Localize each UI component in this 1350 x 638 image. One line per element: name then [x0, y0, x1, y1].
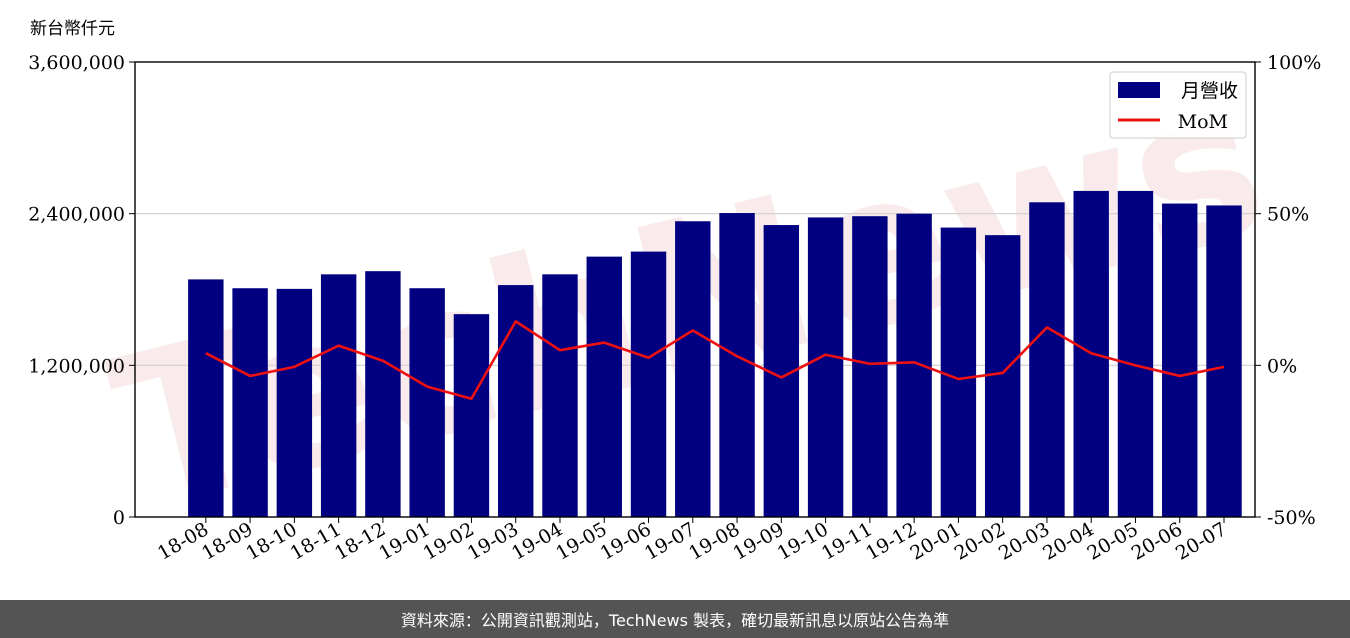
bar — [586, 256, 622, 517]
y-axis-unit-label: 新台幣仟元 — [30, 19, 115, 39]
plot-frame — [134, 61, 1256, 518]
y-right-tick-label: 50% — [1267, 204, 1309, 226]
revenue-chart: 0 1,200,000 2,400,000 3,600,000 -50% 0% 50% 100… — [28, 52, 1321, 565]
bar — [188, 279, 224, 517]
bar — [807, 217, 844, 518]
mom-line — [205, 320, 1225, 401]
bar — [365, 271, 401, 517]
bar — [630, 251, 667, 518]
bar — [409, 288, 445, 517]
y-left-tick-label: 1,200,000 — [28, 355, 125, 377]
bar — [940, 227, 977, 517]
legend-label-bar: 月營收 — [1181, 80, 1238, 102]
y-right-tick-label: 0% — [1267, 355, 1297, 377]
bar — [1029, 202, 1065, 517]
bar — [453, 314, 490, 517]
bar — [1162, 203, 1198, 518]
bar — [276, 288, 313, 517]
bar — [1206, 205, 1242, 517]
bar — [984, 235, 1021, 517]
legend-swatch-bar — [1118, 82, 1160, 98]
y-right-tick-label: -50% — [1267, 507, 1316, 529]
legend-label-line: MoM — [1178, 111, 1228, 133]
bar — [498, 285, 534, 517]
bar — [719, 213, 755, 517]
bar — [232, 288, 268, 517]
bar — [1117, 190, 1154, 517]
y-left-tick-label: 0 — [113, 507, 125, 529]
y-left-tick-label: 3,600,000 — [28, 52, 125, 74]
footer-source-note: 資料來源：公開資訊觀測站，TechNews 製表，確切最新訊息以原站公告為準 — [0, 600, 1350, 638]
x-tick-label: 20-07 — [1172, 518, 1230, 564]
bar — [320, 274, 357, 517]
y-right-tick-label: 100% — [1267, 52, 1321, 74]
y-left-tick-label: 2,400,000 — [28, 204, 125, 226]
bar — [542, 274, 578, 517]
bar — [675, 221, 711, 517]
bar — [852, 216, 888, 517]
bar — [896, 213, 932, 517]
